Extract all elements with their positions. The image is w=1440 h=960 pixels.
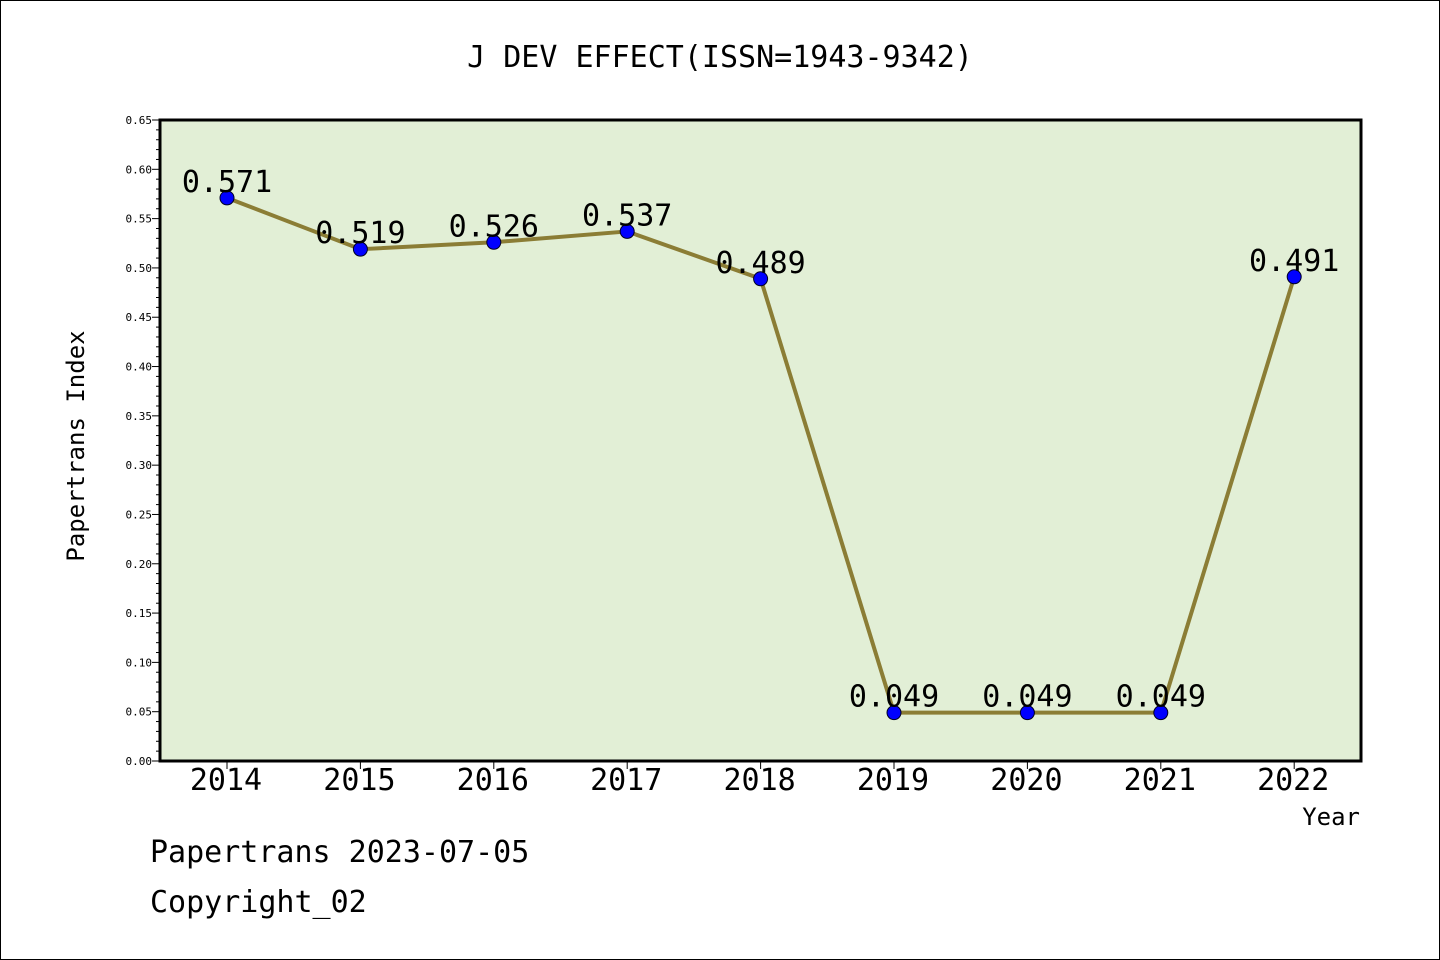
x-tick-label: 2021 [1124, 763, 1196, 798]
data-point [486, 234, 502, 250]
data-point [352, 241, 368, 257]
y-tick-label: 0.50 [126, 262, 153, 275]
y-tick-label: 0.30 [126, 459, 153, 472]
data-point [1153, 705, 1169, 721]
data-label: 0.537 [582, 198, 672, 233]
data-point [886, 705, 902, 721]
x-tick-label: 2020 [990, 763, 1062, 798]
y-tick-label: 0.60 [126, 163, 153, 176]
y-tick-label: 0.25 [126, 508, 153, 521]
x-tick-label: 2018 [723, 763, 795, 798]
x-tick-label: 2022 [1257, 763, 1329, 798]
chart-title: J DEV EFFECT(ISSN=1943-9342) [467, 40, 973, 75]
y-tick-label: 0.20 [126, 558, 153, 571]
y-axis-label: Papertrans Index [62, 330, 90, 561]
data-point [619, 223, 635, 239]
x-tick-label: 2014 [190, 763, 262, 798]
y-tick-label: 0.45 [126, 311, 153, 324]
data-label: 0.489 [715, 246, 805, 281]
x-tick-label: 2015 [323, 763, 395, 798]
data-markers [219, 190, 1302, 721]
data-label: 0.571 [182, 165, 272, 200]
data-point [1286, 269, 1302, 285]
x-tick-label: 2019 [857, 763, 929, 798]
footer-copyright-text: Copyright_02 [150, 885, 367, 920]
x-tick-label: 2016 [457, 763, 529, 798]
y-axis-ticks [152, 119, 160, 762]
data-label: 0.049 [1116, 680, 1206, 715]
y-tick-label: 0.40 [126, 361, 153, 374]
y-tick-label: 0.65 [126, 114, 153, 127]
y-tick-label: 0.15 [126, 607, 153, 620]
data-label: 0.491 [1249, 244, 1339, 279]
data-point [753, 271, 769, 287]
data-label: 0.049 [982, 680, 1072, 715]
x-tick-label: 2017 [590, 763, 662, 798]
y-axis-tick-labels: 0.00 0.05 0.10 0.15 0.20 0.25 0.30 0.35 0.40 0.45… [126, 114, 153, 768]
data-label: 0.519 [315, 216, 405, 251]
data-label: 0.526 [449, 209, 539, 244]
x-axis-tick-labels: 2014 2015 2016 2017 2018 2019 2020 2021 2022 [190, 763, 1329, 798]
y-tick-label: 0.35 [126, 410, 153, 423]
y-tick-label: 0.05 [126, 706, 153, 719]
data-point [1019, 705, 1035, 721]
x-axis-ticks [226, 761, 1295, 769]
y-tick-label: 0.55 [126, 213, 153, 226]
y-tick-label: 0.00 [126, 755, 153, 768]
footer-date-text: Papertrans 2023-07-05 [150, 835, 530, 870]
data-point [219, 190, 235, 206]
plot-area [158, 118, 1363, 763]
x-axis-label: Year [1302, 803, 1360, 831]
y-tick-label: 0.10 [126, 656, 153, 669]
data-labels: 0.571 0.519 0.526 0.537 0.489 0.049 0.049 0.049… [182, 165, 1340, 715]
data-label: 0.049 [849, 680, 939, 715]
